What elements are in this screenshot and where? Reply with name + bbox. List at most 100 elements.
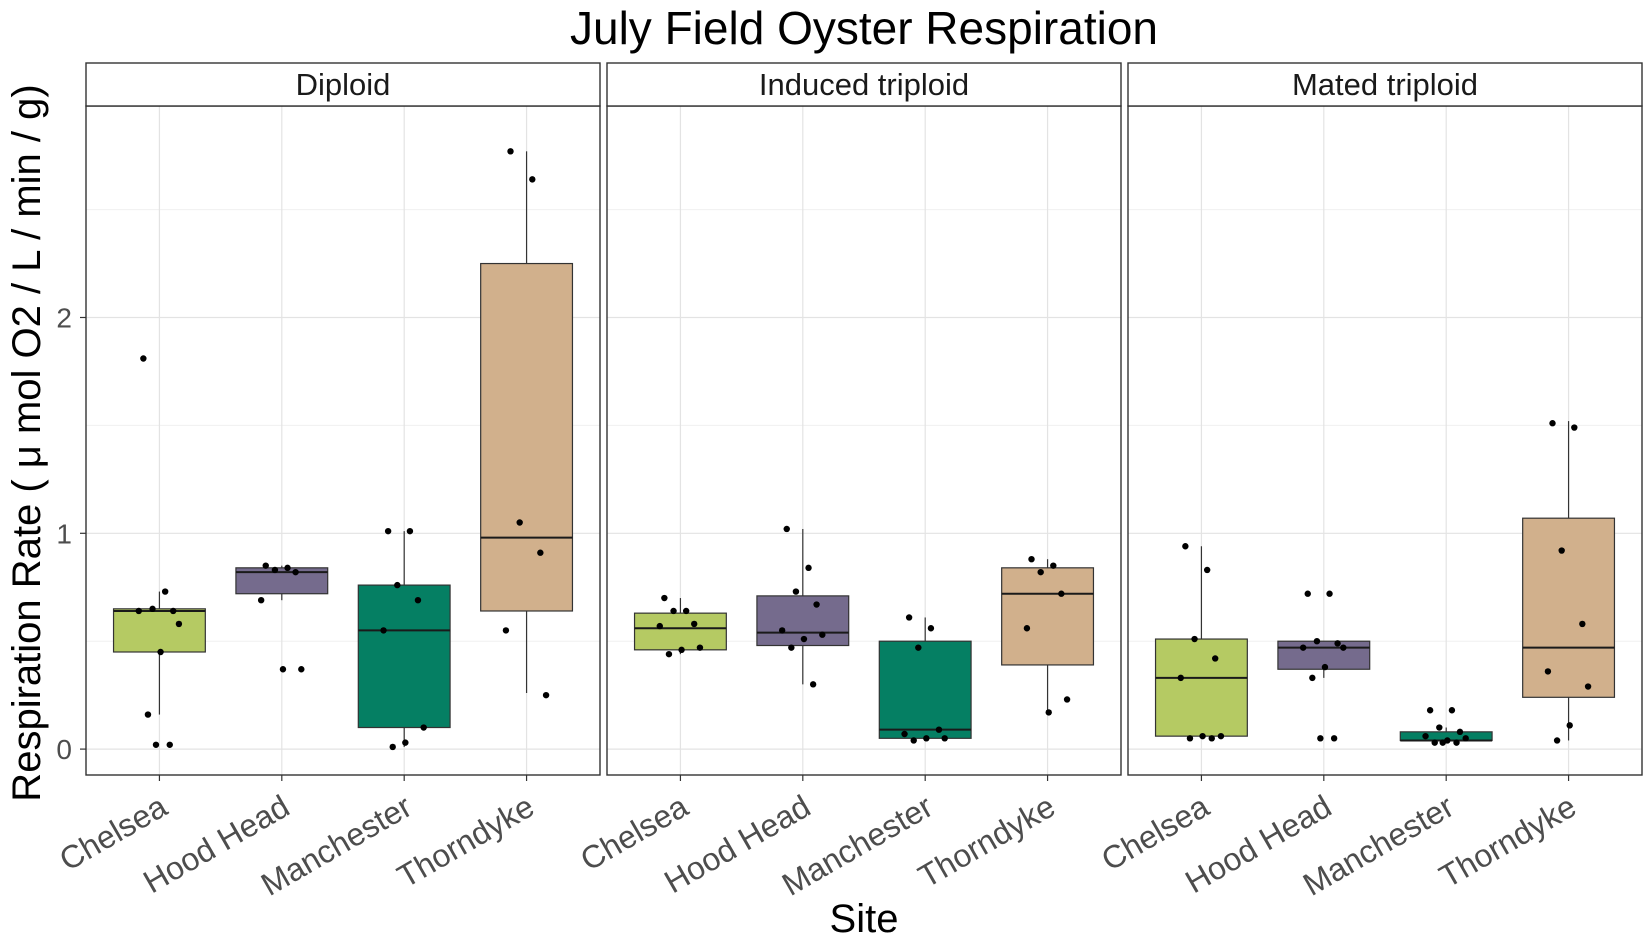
data-point: [529, 176, 536, 183]
data-point: [262, 562, 269, 569]
data-point: [682, 607, 690, 615]
data-point: [923, 735, 930, 742]
y-axis-title: Respiration Rate ( μ mol O2 / L / min / …: [5, 84, 49, 801]
data-point: [1330, 735, 1338, 742]
y-tick-label: 1: [56, 518, 72, 549]
data-point: [394, 581, 401, 589]
data-point: [910, 737, 917, 744]
data-point: [819, 631, 826, 638]
data-point: [1584, 683, 1592, 690]
box-thorndyke: [480, 148, 574, 699]
data-point: [516, 519, 523, 526]
data-point: [1566, 722, 1573, 729]
data-point: [1436, 724, 1443, 731]
data-point: [169, 607, 177, 615]
data-point: [1579, 620, 1586, 628]
data-point: [1023, 625, 1031, 632]
facet-label: Mated triploid: [1292, 67, 1478, 102]
data-point: [1431, 739, 1438, 746]
y-tick-label: 0: [56, 734, 72, 765]
data-point: [1317, 735, 1324, 742]
y-tick-label: 2: [56, 302, 72, 333]
data-point: [1334, 640, 1341, 647]
data-point: [152, 741, 160, 748]
data-point: [1182, 543, 1189, 550]
data-point: [298, 666, 305, 673]
data-point: [402, 739, 409, 746]
data-point: [1058, 590, 1065, 597]
data-point: [661, 594, 668, 602]
data-point: [788, 644, 795, 651]
box-hood-head: [1277, 590, 1371, 742]
box-chelsea: [112, 355, 206, 748]
data-point: [1544, 668, 1552, 675]
data-point: [380, 627, 387, 634]
data-point: [149, 605, 156, 613]
data-point: [1321, 663, 1329, 671]
data-point: [1304, 590, 1311, 597]
data-point: [783, 525, 790, 533]
data-point: [1299, 644, 1307, 651]
data-point: [1050, 562, 1057, 569]
data-point: [389, 743, 396, 751]
data-point: [140, 355, 147, 362]
data-point: [420, 724, 427, 731]
data-point: [284, 564, 291, 572]
data-point: [665, 650, 673, 658]
box-hood-head: [235, 562, 329, 673]
x-tick-label: Thorndyke: [912, 788, 1061, 895]
data-point: [157, 648, 164, 656]
facet-label: Diploid: [296, 67, 391, 102]
data-point: [792, 588, 800, 595]
data-point: [1045, 709, 1052, 716]
data-point: [670, 607, 677, 615]
data-point: [1340, 644, 1347, 651]
data-point: [1462, 735, 1469, 742]
data-point: [507, 148, 514, 155]
data-point: [1453, 739, 1460, 746]
data-point: [384, 527, 392, 535]
data-point: [1191, 635, 1198, 643]
data-point: [915, 644, 922, 651]
box-manchester: [1399, 707, 1493, 746]
data-point: [809, 681, 817, 688]
box-iqr: [878, 640, 972, 739]
box-iqr: [112, 608, 206, 653]
data-point: [292, 568, 299, 576]
box-manchester: [878, 614, 972, 744]
data-point: [778, 627, 786, 634]
data-point: [678, 646, 685, 654]
box-iqr: [1154, 638, 1248, 737]
data-point: [537, 549, 544, 556]
box-hood-head: [756, 525, 850, 688]
data-point: [257, 596, 265, 604]
data-point: [901, 730, 908, 738]
box-thorndyke: [1522, 420, 1616, 744]
data-point: [144, 711, 152, 718]
data-point: [135, 607, 142, 615]
data-point: [542, 691, 550, 699]
data-point: [1439, 739, 1446, 746]
x-tick-label: Thorndyke: [1433, 788, 1582, 895]
data-point: [690, 620, 698, 628]
facet-label: Induced triploid: [759, 67, 969, 102]
data-point: [1326, 590, 1333, 597]
data-point: [1199, 732, 1206, 740]
data-point: [1558, 547, 1565, 554]
data-point: [1211, 655, 1219, 662]
data-point: [813, 601, 820, 608]
data-point: [414, 596, 422, 604]
facet-strip: [1127, 62, 1643, 107]
data-point: [905, 614, 913, 621]
box-iqr: [480, 262, 574, 612]
data-point: [406, 527, 414, 535]
x-tick-label: Thorndyke: [391, 788, 540, 895]
data-point: [805, 564, 812, 572]
data-point: [1037, 568, 1044, 576]
box-iqr: [1001, 567, 1095, 666]
